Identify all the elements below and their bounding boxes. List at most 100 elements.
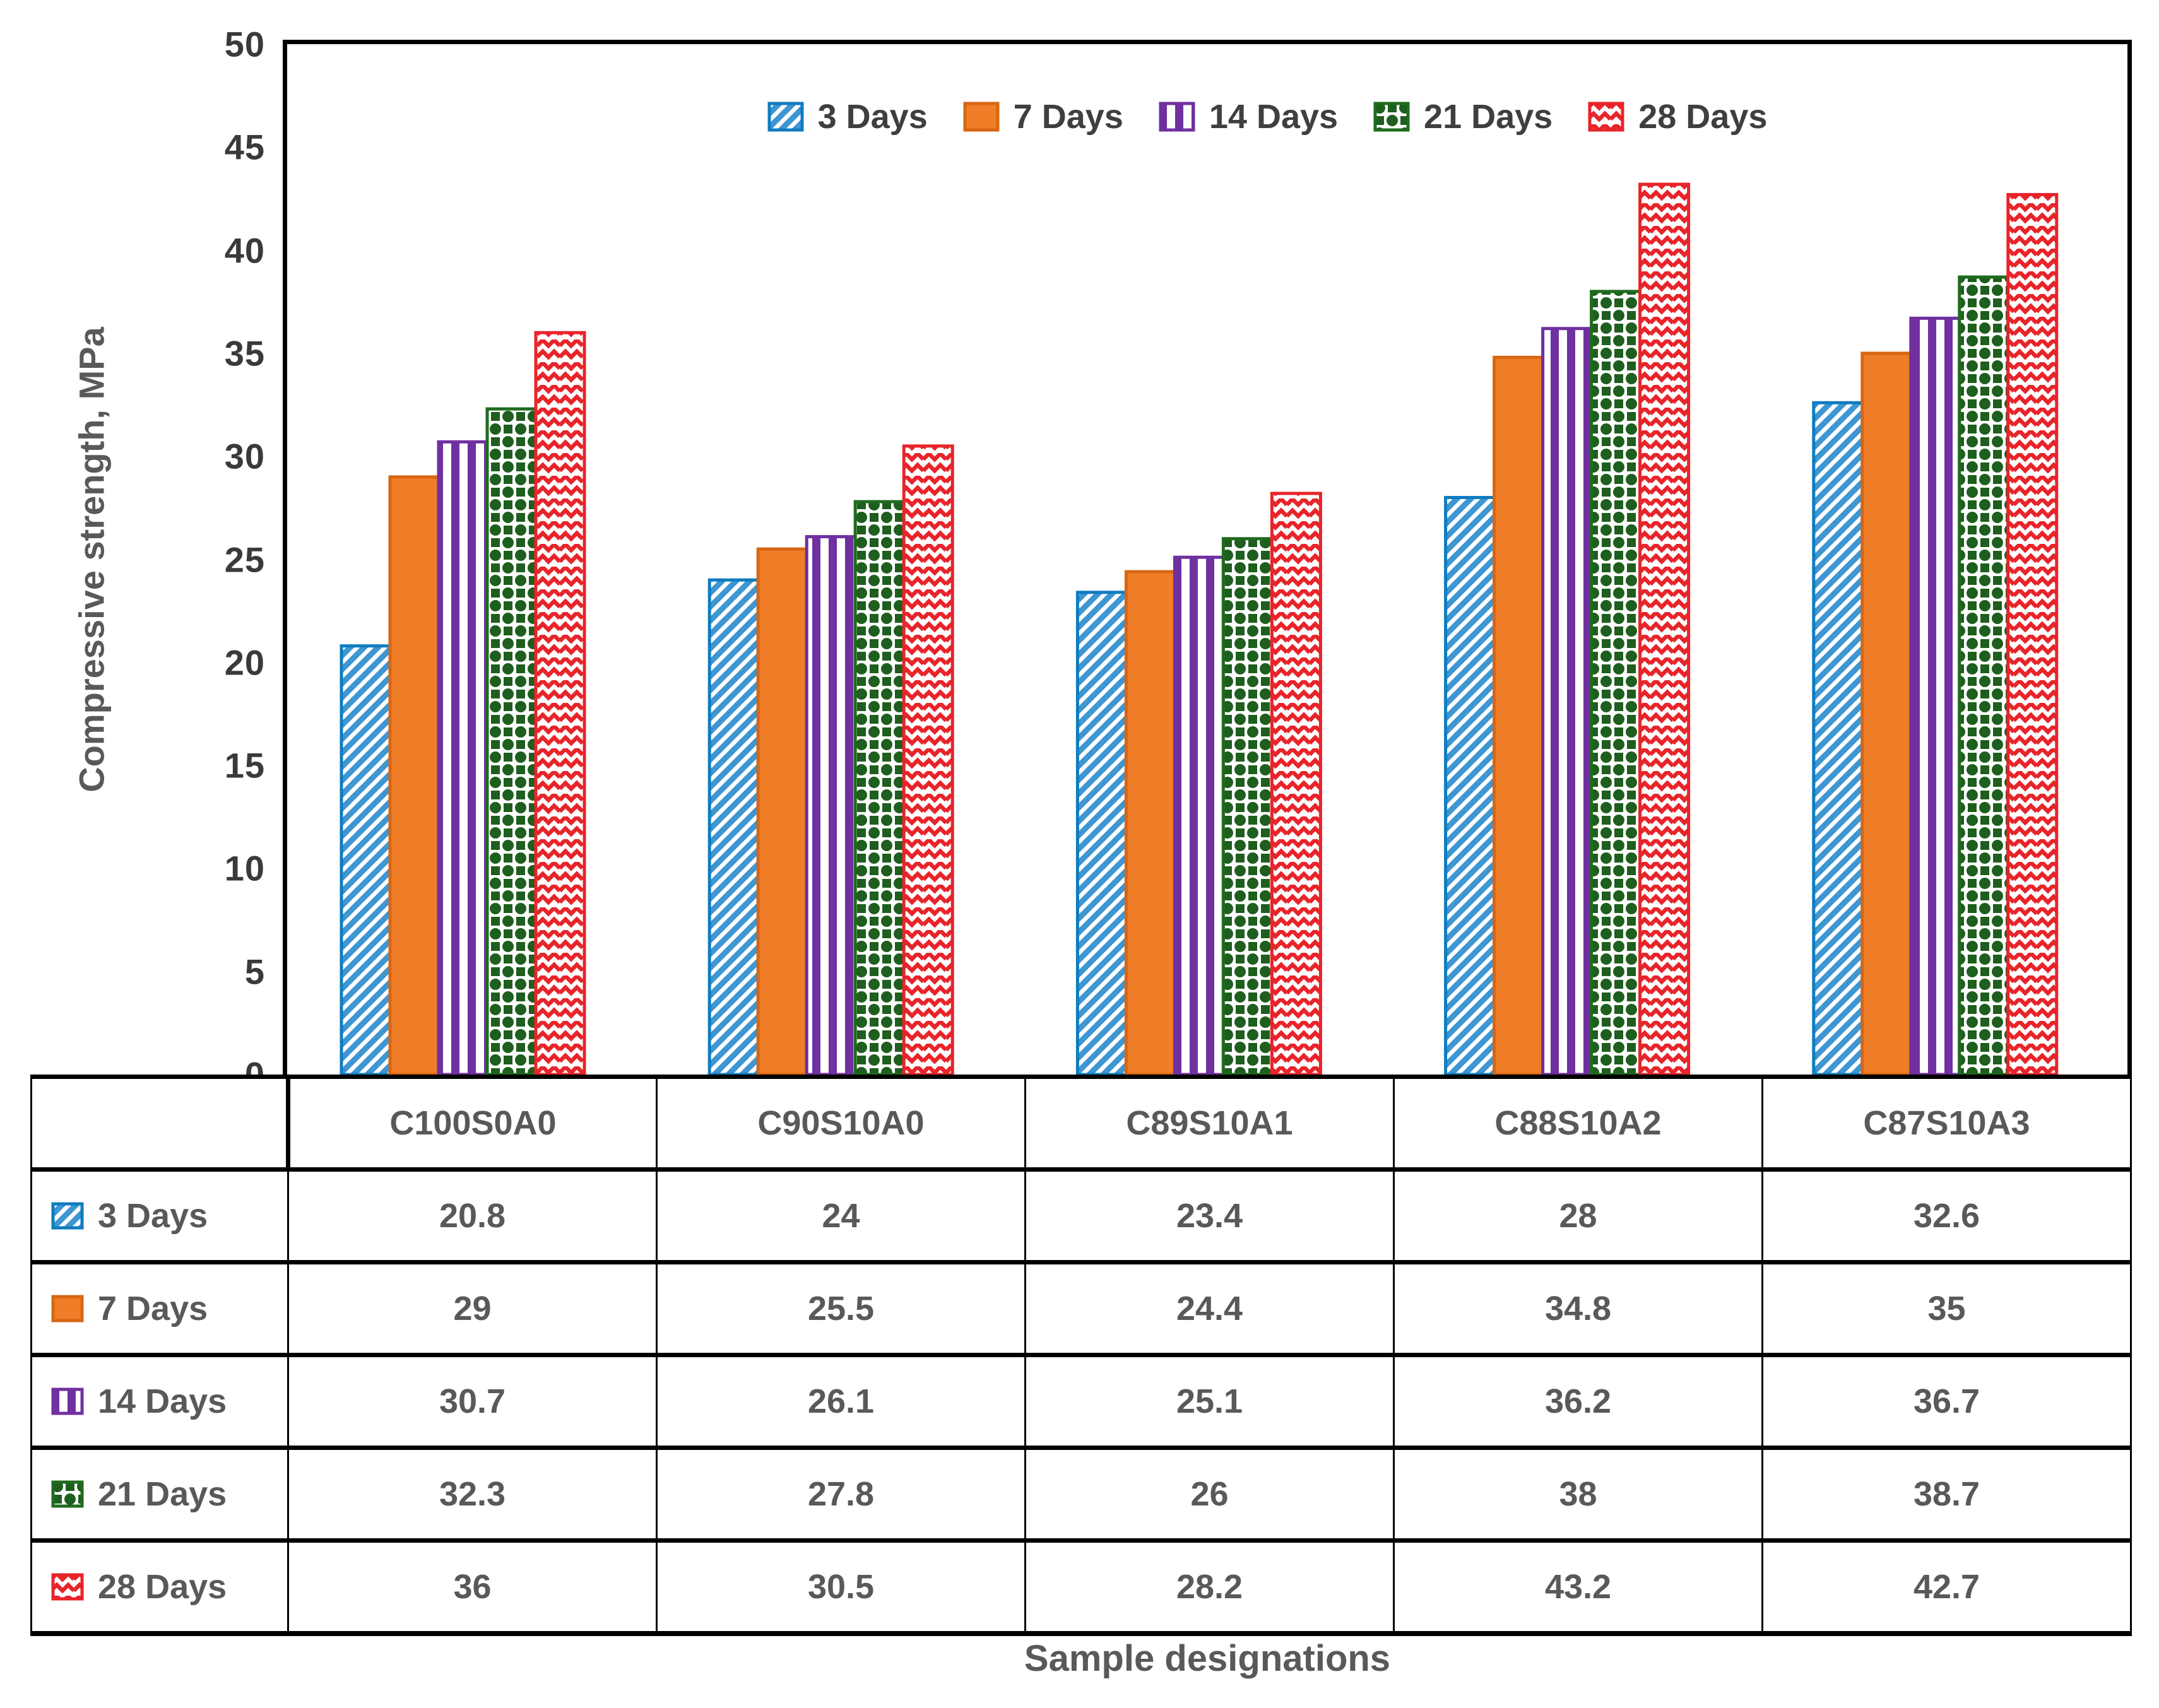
value-cell: 36.2 bbox=[1393, 1353, 1763, 1450]
bar-7-days-C100S0A0 bbox=[388, 475, 441, 1075]
legend-swatch-diagonal-hatch-icon bbox=[767, 102, 804, 132]
legend-swatch-solid-icon bbox=[51, 1295, 84, 1322]
bar-28-days-C89S10A1 bbox=[1270, 492, 1322, 1075]
y-tick-label: 15 bbox=[224, 745, 265, 786]
legend-label: 3 Days bbox=[817, 98, 928, 136]
table-row-28-days: 28 Days 36 30.5 28.2 43.2 42.7 bbox=[30, 1538, 2132, 1636]
y-tick-label: 20 bbox=[224, 642, 265, 683]
x-axis-title: Sample designations bbox=[1024, 1638, 1391, 1679]
category-label: C87S10A3 bbox=[1761, 1075, 2132, 1172]
legend-swatch-zigzag-weave-icon bbox=[51, 1573, 84, 1601]
y-tick-label: 40 bbox=[224, 230, 265, 271]
bar-14-days-C100S0A0 bbox=[437, 440, 489, 1075]
bars-canvas bbox=[340, 182, 2059, 1075]
bar-21-days-C88S10A2 bbox=[1590, 290, 1642, 1075]
category-label: C100S0A0 bbox=[286, 1075, 658, 1172]
legend-swatch-spheres-icon bbox=[51, 1480, 84, 1508]
value-cell: 35 bbox=[1761, 1260, 2132, 1357]
value-cell: 25.1 bbox=[1024, 1353, 1395, 1450]
data-table: C100S0A0 C90S10A0 C89S10A1 C88S10A2 C87S10A3… bbox=[30, 1075, 2132, 1636]
row-label: 14 Days bbox=[98, 1382, 227, 1420]
bar-7-days-C90S10A0 bbox=[756, 547, 808, 1075]
legend: 3 Days 7 Days 14 Days 21 Days 28 Days bbox=[287, 97, 2127, 136]
legend-swatch-vertical-stripes-icon bbox=[51, 1387, 84, 1415]
y-tick-label: 10 bbox=[224, 848, 265, 888]
legend-label: 7 Days bbox=[1013, 98, 1123, 136]
bar-14-days-C87S10A3 bbox=[1909, 316, 1961, 1075]
value-cell: 28 bbox=[1393, 1167, 1763, 1264]
value-cell: 42.7 bbox=[1761, 1538, 2132, 1636]
value-cell: 36.7 bbox=[1761, 1353, 2132, 1450]
y-tick-label: 50 bbox=[224, 24, 265, 64]
bar-21-days-C87S10A3 bbox=[1958, 275, 2010, 1075]
value-cell: 34.8 bbox=[1393, 1260, 1763, 1357]
y-tick-label: 35 bbox=[224, 333, 265, 374]
legend-swatch-vertical-stripes-icon bbox=[1159, 102, 1195, 132]
value-cell: 36 bbox=[287, 1538, 658, 1636]
value-cell: 20.8 bbox=[287, 1167, 658, 1264]
legend-item-3-days: 3 Days bbox=[767, 97, 928, 136]
value-cell: 24.4 bbox=[1024, 1260, 1395, 1357]
category-label: C88S10A2 bbox=[1393, 1075, 1763, 1172]
bar-14-days-C88S10A2 bbox=[1541, 327, 1594, 1075]
bar-3-days-C100S0A0 bbox=[340, 644, 392, 1075]
value-cell: 25.5 bbox=[656, 1260, 1026, 1357]
y-tick-label: 45 bbox=[224, 127, 265, 167]
value-cell: 30.5 bbox=[656, 1538, 1026, 1636]
legend-item-14-days: 14 Days bbox=[1159, 97, 1338, 136]
row-label-cell: 3 Days bbox=[30, 1167, 289, 1264]
y-tick-label: 30 bbox=[224, 436, 265, 476]
legend-label: 21 Days bbox=[1424, 98, 1553, 136]
bar-3-days-C87S10A3 bbox=[1812, 401, 1864, 1075]
value-cell: 30.7 bbox=[287, 1353, 658, 1450]
plot-area: 3 Days 7 Days 14 Days 21 Days 28 Days bbox=[283, 40, 2132, 1075]
row-label: 3 Days bbox=[98, 1197, 208, 1235]
value-cell: 43.2 bbox=[1393, 1538, 1763, 1636]
bar-21-days-C100S0A0 bbox=[485, 407, 538, 1075]
bar-28-days-C87S10A3 bbox=[2006, 192, 2059, 1075]
legend-item-7-days: 7 Days bbox=[963, 97, 1123, 136]
category-label: C89S10A1 bbox=[1024, 1075, 1395, 1172]
table-row-21-days: 21 Days 32.3 27.8 26 38 38.7 bbox=[30, 1446, 2132, 1543]
bar-3-days-C88S10A2 bbox=[1444, 496, 1496, 1075]
y-tick-label: 25 bbox=[224, 539, 265, 579]
value-cell: 27.8 bbox=[656, 1446, 1026, 1543]
value-cell: 23.4 bbox=[1024, 1167, 1395, 1264]
row-label-cell: 7 Days bbox=[30, 1260, 289, 1357]
y-axis-title: Compressive strength, MPa bbox=[71, 327, 112, 792]
bar-28-days-C100S0A0 bbox=[534, 331, 586, 1075]
legend-swatch-spheres-icon bbox=[1373, 102, 1410, 132]
bar-3-days-C90S10A0 bbox=[707, 578, 760, 1075]
value-cell: 28.2 bbox=[1024, 1538, 1395, 1636]
bar-14-days-C89S10A1 bbox=[1173, 555, 1225, 1075]
legend-label: 14 Days bbox=[1209, 98, 1339, 136]
row-label-cell: 14 Days bbox=[30, 1353, 289, 1450]
value-cell: 26 bbox=[1024, 1446, 1395, 1543]
category-label: C90S10A0 bbox=[656, 1075, 1026, 1172]
legend-item-21-days: 21 Days bbox=[1373, 97, 1553, 136]
table-row-14-days: 14 Days 30.7 26.1 25.1 36.2 36.7 bbox=[30, 1353, 2132, 1450]
category-header-row: C100S0A0 C90S10A0 C89S10A1 C88S10A2 C87S10A3 bbox=[30, 1075, 2132, 1172]
bar-21-days-C90S10A0 bbox=[853, 500, 906, 1075]
value-cell: 38.7 bbox=[1761, 1446, 2132, 1543]
row-label: 21 Days bbox=[98, 1475, 227, 1513]
value-cell: 38 bbox=[1393, 1446, 1763, 1543]
value-cell: 32.3 bbox=[287, 1446, 658, 1543]
table-row-3-days: 3 Days 20.8 24 23.4 28 32.6 bbox=[30, 1167, 2132, 1264]
legend-item-28-days: 28 Days bbox=[1588, 97, 1767, 136]
bar-7-days-C88S10A2 bbox=[1493, 355, 1545, 1075]
value-cell: 32.6 bbox=[1761, 1167, 2132, 1264]
bar-7-days-C89S10A1 bbox=[1124, 570, 1176, 1075]
value-cell: 26.1 bbox=[656, 1353, 1026, 1450]
row-label: 7 Days bbox=[98, 1290, 208, 1328]
value-cell: 24 bbox=[656, 1167, 1026, 1264]
y-tick-label: 5 bbox=[244, 951, 265, 992]
row-label-cell: 21 Days bbox=[30, 1446, 289, 1543]
legend-swatch-zigzag-weave-icon bbox=[1588, 102, 1624, 132]
row-label-cell: 28 Days bbox=[30, 1538, 289, 1636]
bar-21-days-C89S10A1 bbox=[1221, 537, 1274, 1075]
bar-14-days-C90S10A0 bbox=[805, 535, 857, 1075]
empty-corner-cell bbox=[30, 1075, 289, 1172]
bar-7-days-C87S10A3 bbox=[1860, 351, 1913, 1075]
